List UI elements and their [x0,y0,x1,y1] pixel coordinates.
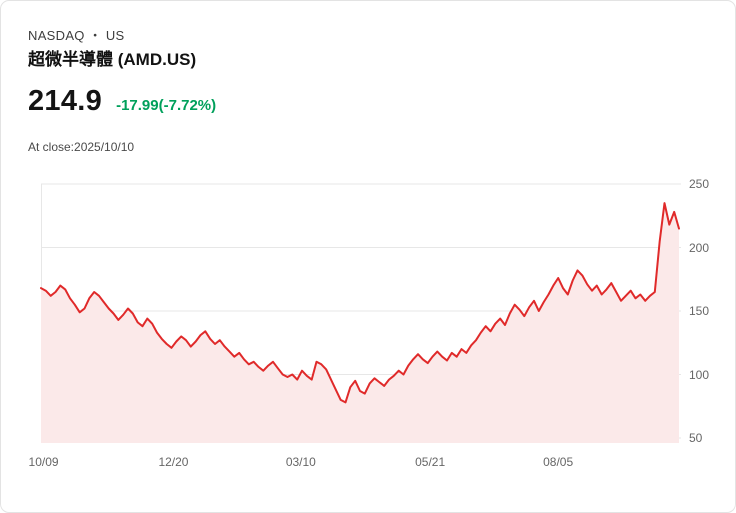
y-axis-label: 150 [689,304,710,318]
x-axis-label: 05/21 [415,455,446,469]
stock-title: 超微半導體 (AMD.US) [28,50,197,69]
y-axis-label: 50 [689,431,703,445]
exchange-label: NASDAQ ・ US [28,28,125,43]
x-axis-label: 03/10 [285,455,316,469]
close-time: At close:2025/10/10 [28,140,135,154]
y-axis-label: 250 [689,177,710,191]
y-axis-label: 200 [689,240,710,255]
price-row: 214.9 -17.99(-7.72%) [28,85,216,118]
x-axis-label: 10/09 [28,455,59,469]
price-chart[interactable]: 250 200 150 100 50 10/09 12/20 03/10 05/21 08/05 [29,177,721,469]
x-axis-label: 12/20 [158,455,189,469]
chart-canvas [40,183,681,443]
x-axis-label: 08/05 [543,455,574,469]
y-axis-label: 100 [689,367,710,382]
price-change: -17.99(-7.72%) [116,97,217,114]
price-value: 214.9 [28,85,103,117]
